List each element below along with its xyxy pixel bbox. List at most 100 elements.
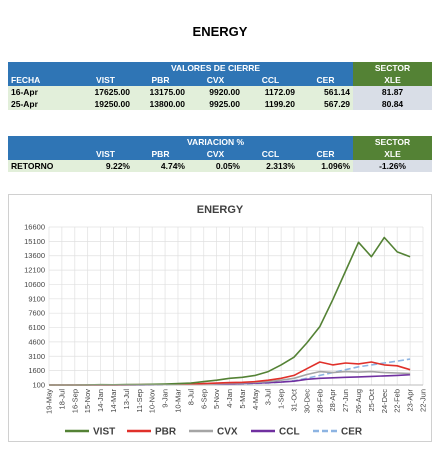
cell: 1199.20 xyxy=(243,98,298,110)
y-tick-label: 7600 xyxy=(28,309,45,318)
page-title: ENERGY xyxy=(192,24,248,39)
column-header: CCL xyxy=(243,74,298,86)
x-tick-label: 19-May xyxy=(45,389,54,414)
legend-label: VIST xyxy=(93,427,115,438)
x-tick-label: 9-Jan xyxy=(161,389,170,408)
x-tick-label: 8-Jul xyxy=(186,389,195,406)
cell: 19250.00 xyxy=(78,98,133,110)
legend-label: CCL xyxy=(279,427,300,438)
x-tick-label: 10-Nov xyxy=(148,389,157,413)
column-row: VIST PBR CVX CCL CER XLE xyxy=(8,148,433,160)
x-tick-label: 18-Jul xyxy=(57,389,66,410)
y-tick-label: 16600 xyxy=(24,223,45,232)
column-header: XLE xyxy=(353,148,433,160)
x-tick-label: 22-Jun xyxy=(419,389,428,412)
x-tick-label: 25-Oct xyxy=(367,388,376,411)
x-tick-label: 14-Mar xyxy=(109,389,118,413)
x-tick-label: 30-Dec xyxy=(302,389,311,413)
cell xyxy=(8,136,78,148)
x-tick-label: 23-Apr xyxy=(406,389,415,412)
y-tick-label: 100 xyxy=(32,381,45,390)
cell: 13800.00 xyxy=(133,98,188,110)
group-row: VALORES DE CIERRE SECTOR xyxy=(8,62,433,74)
x-tick-label: 11-Sep xyxy=(135,389,144,413)
x-tick-label: 22-Feb xyxy=(393,389,402,413)
column-header: CVX xyxy=(188,148,243,160)
x-tick-label: 16-Sep xyxy=(70,389,79,413)
legend-label: PBR xyxy=(155,427,177,438)
cell: 13175.00 xyxy=(133,86,188,98)
cell: 2.313% xyxy=(243,160,298,172)
column-header: CVX xyxy=(188,74,243,86)
cell: 1172.09 xyxy=(243,86,298,98)
y-tick-label: 4600 xyxy=(28,337,45,346)
data-row: 16-Apr 17625.00 13175.00 9920.00 1172.09 561.… xyxy=(8,86,433,98)
x-tick-label: 28-Feb xyxy=(315,389,324,413)
data-row: RETORNO 9.22% 4.74% 0.05% 2.313% 1.096% -1.26% xyxy=(8,160,433,172)
x-tick-label: 14-Jan xyxy=(96,389,105,412)
cell: 0.05% xyxy=(188,160,243,172)
x-tick-label: 6-Sep xyxy=(199,389,208,409)
cell: 4.74% xyxy=(133,160,188,172)
cell: RETORNO xyxy=(8,160,78,172)
chart-box: ENERGY 100 1600 3100 4600 6100 7600 9100 10600 1… xyxy=(8,194,432,442)
column-header: VIST xyxy=(78,74,133,86)
cell: 25-Apr xyxy=(8,98,78,110)
closing-table: VALORES DE CIERRE SECTOR FECHA VIST PBR CVX CC… xyxy=(8,62,433,110)
y-tick-label: 15100 xyxy=(24,237,45,246)
group-header: VARIACION % xyxy=(78,136,354,148)
column-header: CER xyxy=(298,74,354,86)
sector-header: SECTOR xyxy=(353,62,433,74)
group-header: VALORES DE CIERRE xyxy=(78,62,354,74)
y-tick-label: 9100 xyxy=(28,294,45,303)
x-tick-label: 3-Jul xyxy=(264,389,273,406)
column-header: VIST xyxy=(78,148,133,160)
x-tick-label: 31-Oct xyxy=(290,388,299,411)
x-tick-label: 27-Jun xyxy=(341,389,350,412)
cell: 561.14 xyxy=(298,86,354,98)
x-tick-label: 26-Aug xyxy=(354,389,363,413)
cell: 17625.00 xyxy=(78,86,133,98)
x-tick-label: 1-Sep xyxy=(277,389,286,409)
cell: 1.096% xyxy=(298,160,354,172)
column-header: CER xyxy=(298,148,354,160)
x-tick-label: 13-Jul xyxy=(122,389,131,410)
cell: 9.22% xyxy=(78,160,133,172)
cell: 9925.00 xyxy=(188,98,243,110)
y-tick-label: 1600 xyxy=(28,366,45,375)
y-tick-label: 13600 xyxy=(24,251,45,260)
cell xyxy=(8,148,78,160)
x-tick-label: 24-Dec xyxy=(380,389,389,413)
cell: 80.84 xyxy=(353,98,433,110)
column-header: XLE xyxy=(353,74,433,86)
group-row: VARIACION % SECTOR xyxy=(8,136,433,148)
cell: 567.29 xyxy=(298,98,354,110)
y-tick-label: 3100 xyxy=(28,352,45,361)
column-header: PBR xyxy=(133,148,188,160)
legend-label: CER xyxy=(341,427,363,438)
legend-label: CVX xyxy=(217,427,238,438)
cell: 16-Apr xyxy=(8,86,78,98)
x-tick-label: 15-Nov xyxy=(83,389,92,413)
x-tick-label: 4-May xyxy=(251,389,260,410)
column-row: FECHA VIST PBR CVX CCL CER XLE xyxy=(8,74,433,86)
column-header: FECHA xyxy=(8,74,78,86)
data-row: 25-Apr 19250.00 13800.00 9925.00 1199.20 567.… xyxy=(8,98,433,110)
y-tick-label: 6100 xyxy=(28,323,45,332)
cell xyxy=(8,62,78,74)
x-tick-label: 5-Nov xyxy=(212,389,221,409)
x-tick-label: 4-Jan xyxy=(225,389,234,408)
chart-title: ENERGY xyxy=(197,204,244,216)
column-header: PBR xyxy=(133,74,188,86)
x-tick-label: 28-Apr xyxy=(328,389,337,412)
cell: -1.26% xyxy=(353,160,433,172)
variation-table: VARIACION % SECTOR VIST PBR CVX CCL CER XLE RETO… xyxy=(8,136,433,172)
y-tick-label: 10600 xyxy=(24,280,45,289)
cell: 9920.00 xyxy=(188,86,243,98)
x-tick-label: 10-Mar xyxy=(173,389,182,413)
y-tick-label: 12100 xyxy=(24,266,45,275)
x-tick-label: 5-Mar xyxy=(238,389,247,409)
chart: ENERGY 100 1600 3100 4600 6100 7600 9100 10600 1… xyxy=(24,204,428,438)
column-header: CCL xyxy=(243,148,298,160)
